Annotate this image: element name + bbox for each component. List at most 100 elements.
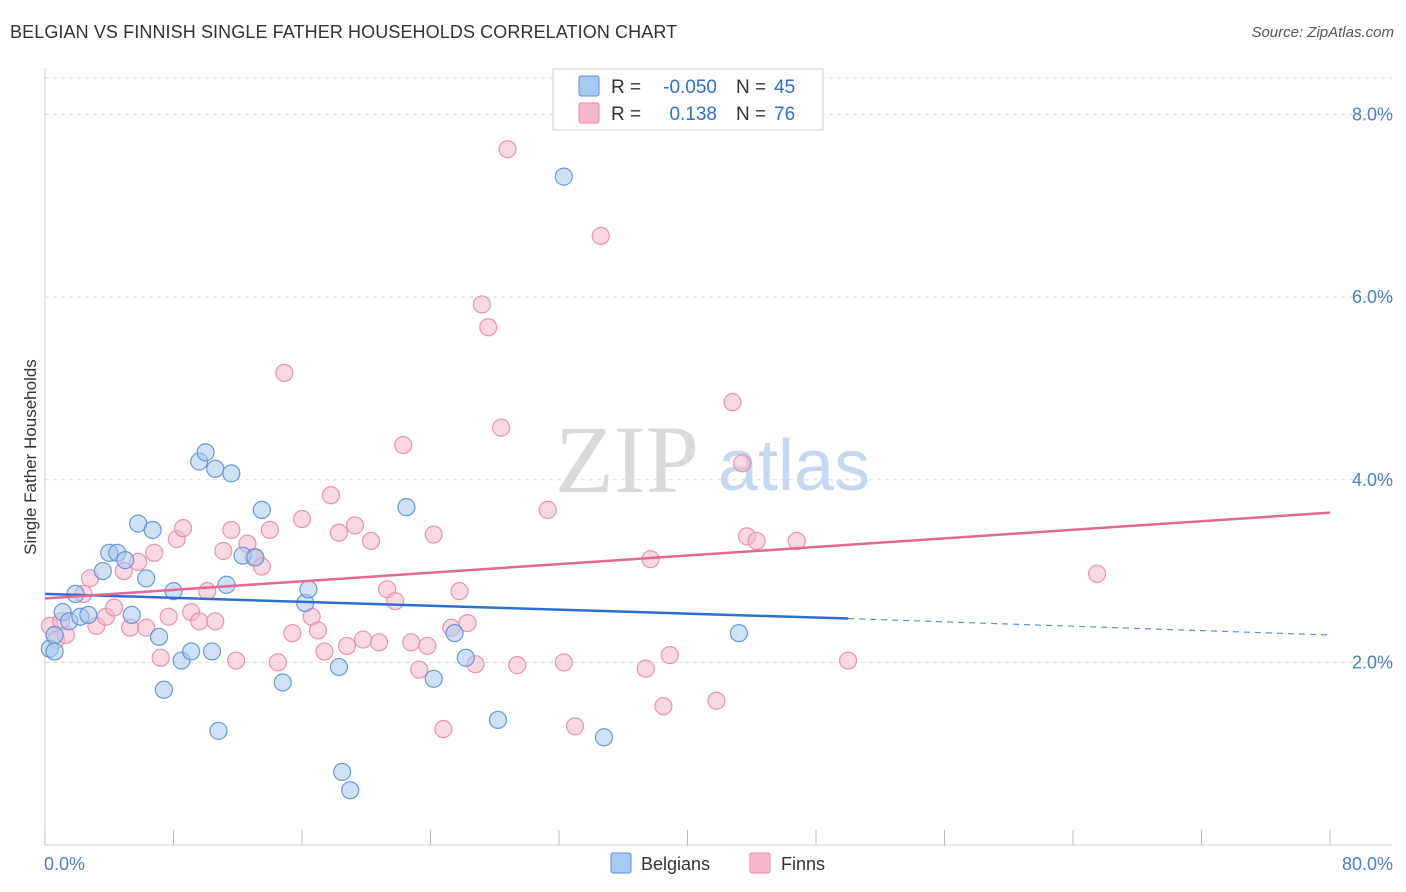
legend-belgians-n-label: N =: [736, 77, 766, 98]
finns-point: [402, 633, 421, 652]
belgians-point: [196, 443, 215, 462]
belgians-point: [182, 642, 201, 661]
belgians-point: [729, 624, 749, 643]
belgians-point: [329, 657, 349, 677]
belgians-point: [206, 459, 225, 478]
y-tick-label: 4.0%: [1352, 470, 1393, 490]
finns-point: [370, 633, 389, 652]
y-tick-label: 6.0%: [1352, 287, 1393, 307]
finns-point: [394, 435, 413, 455]
belgians-point: [333, 762, 352, 782]
belgians-point: [137, 569, 156, 588]
belgians-point: [424, 669, 443, 688]
belgians-point: [445, 624, 464, 643]
belgians-point: [154, 680, 173, 699]
legend-bottom-finns-label: Finns: [781, 854, 825, 874]
finns-point: [329, 523, 349, 542]
finns-point: [492, 418, 511, 437]
finns-point: [159, 607, 178, 626]
finns-point: [190, 612, 209, 631]
finns-point: [498, 140, 517, 159]
y-axis-label: Single Father Households: [21, 359, 40, 555]
finns-trend-line: [44, 511, 1331, 600]
y-tick-label: 8.0%: [1352, 105, 1393, 125]
belgians-point: [273, 673, 292, 692]
legend-bottom-finns-swatch: [749, 852, 771, 874]
finns-point: [418, 636, 437, 656]
belgians-trend-line: [44, 592, 849, 620]
legend-belgians-n-value: 45: [774, 77, 795, 98]
finns-point: [707, 691, 726, 710]
finns-point: [554, 653, 573, 672]
legend-finns-n-label: N =: [736, 104, 766, 125]
belgians-point: [122, 605, 141, 625]
finns-point: [227, 651, 246, 670]
legend-belgians-swatch: [578, 75, 600, 97]
belgians-point: [252, 500, 271, 519]
finns-point: [315, 642, 334, 661]
finns-point: [174, 519, 193, 538]
belgians-point: [45, 625, 64, 645]
finns-point: [434, 719, 453, 739]
legend-bottom-belgians-label: Belgians: [641, 854, 710, 874]
belgians-point: [116, 551, 135, 570]
finns-point: [508, 656, 527, 675]
grid-lines: [45, 77, 1392, 663]
axes: [44, 68, 1392, 846]
belgians-point: [299, 580, 318, 599]
watermark-zip: ZIP: [555, 406, 699, 513]
belgians-point: [143, 520, 162, 540]
belgians-point: [341, 781, 360, 800]
finns-point: [654, 697, 673, 716]
legend-finns-swatch: [578, 102, 600, 124]
x-tick-label-min: 0.0%: [44, 854, 85, 874]
finns-point: [424, 525, 443, 544]
legend-finns-r-value: 0.138: [669, 104, 717, 125]
belgians-point: [488, 710, 508, 730]
finns-point: [268, 653, 288, 672]
finns-point: [472, 295, 491, 314]
legend-finns-n-value: 76: [774, 104, 795, 125]
x-tick-label-max: 80.0%: [1342, 854, 1393, 874]
finns-point: [222, 520, 241, 540]
belgians-point: [45, 642, 64, 661]
finns-point: [275, 363, 294, 383]
belgians-point: [554, 167, 573, 186]
belgians-point: [149, 627, 169, 646]
finns-point: [450, 582, 469, 601]
belgians-point: [93, 561, 112, 581]
belgians-point: [456, 648, 475, 667]
belgians-point: [222, 464, 241, 483]
finns-point: [283, 624, 302, 643]
legend-belgians-r-label: R =: [611, 77, 641, 98]
belgians-point: [79, 605, 98, 625]
finns-point: [839, 651, 858, 670]
belgians-trend-line-extension: [848, 617, 1331, 636]
belgians-points: [40, 167, 749, 800]
chart-title: BELGIAN VS FINNISH SINGLE FATHER HOUSEHO…: [10, 22, 678, 42]
source-credit: Source: ZipAtlas.com: [1251, 24, 1394, 41]
finns-point: [565, 717, 585, 736]
finns-point: [145, 543, 164, 562]
belgians-point: [397, 498, 416, 517]
finns-point: [353, 630, 373, 649]
finns-point: [104, 598, 124, 617]
legend-top: R = -0.050 N = 45 R = 0.138 N = 76: [552, 68, 824, 131]
finns-point: [151, 648, 170, 667]
legend-bottom: Belgians Finns: [610, 852, 825, 874]
belgians-point: [246, 548, 265, 567]
legend-bottom-belgians-swatch: [610, 852, 632, 874]
finns-point: [733, 454, 752, 473]
finns-point: [292, 509, 312, 529]
belgians-point: [594, 728, 614, 747]
y-tick-label: 2.0%: [1352, 652, 1393, 672]
finns-point: [538, 500, 557, 519]
finns-point: [308, 621, 328, 640]
finns-point: [321, 486, 341, 505]
belgians-point: [202, 642, 222, 661]
finns-point: [260, 520, 279, 540]
belgians-point: [209, 721, 228, 740]
finns-point: [410, 660, 429, 679]
finns-point: [660, 645, 679, 665]
